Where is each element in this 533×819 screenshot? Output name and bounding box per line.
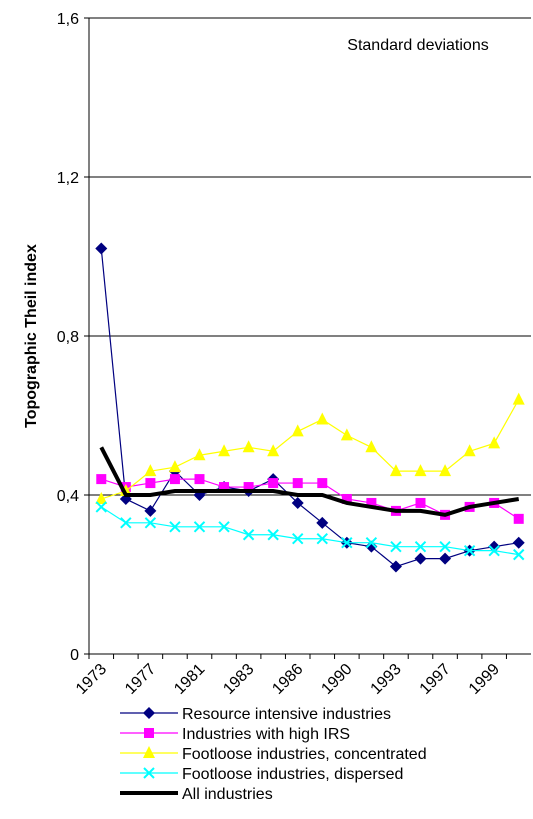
marker bbox=[439, 552, 452, 565]
marker bbox=[292, 478, 303, 489]
x-tick-label: 1983 bbox=[220, 661, 257, 698]
marker bbox=[463, 444, 476, 457]
marker bbox=[194, 474, 205, 485]
marker bbox=[439, 464, 452, 477]
marker bbox=[366, 497, 377, 508]
marker bbox=[414, 464, 427, 477]
marker bbox=[341, 493, 352, 504]
marker bbox=[95, 491, 108, 504]
legend-label: Footloose industries, dispersed bbox=[182, 766, 403, 783]
marker bbox=[488, 540, 501, 553]
x-tick-label: 1990 bbox=[318, 661, 355, 698]
y-tick-label: 0 bbox=[70, 647, 79, 664]
marker bbox=[268, 478, 279, 489]
marker bbox=[341, 536, 353, 549]
y-tick-label: 0,8 bbox=[57, 329, 79, 346]
marker bbox=[144, 517, 157, 529]
series-line bbox=[100, 248, 519, 568]
marker bbox=[316, 516, 329, 529]
marker bbox=[218, 444, 231, 457]
marker bbox=[390, 540, 402, 553]
x-tick-label: 1999 bbox=[466, 661, 503, 698]
marker bbox=[95, 242, 108, 255]
marker bbox=[219, 482, 230, 493]
marker bbox=[218, 521, 230, 533]
marker bbox=[143, 746, 155, 758]
marker bbox=[193, 521, 206, 533]
x-tick-label: 1973 bbox=[73, 661, 110, 698]
marker bbox=[389, 464, 402, 477]
series-line bbox=[100, 506, 519, 556]
y-tick-label: 0,4 bbox=[57, 488, 79, 505]
marker bbox=[365, 440, 378, 453]
x-tick-label: 1981 bbox=[171, 661, 208, 698]
marker bbox=[267, 444, 280, 457]
marker bbox=[144, 504, 157, 517]
series-line bbox=[99, 446, 520, 517]
marker bbox=[414, 540, 427, 553]
marker bbox=[512, 536, 525, 549]
marker bbox=[340, 428, 353, 441]
marker bbox=[415, 497, 426, 508]
marker bbox=[143, 707, 155, 719]
legend-label: All industries bbox=[182, 786, 273, 803]
marker bbox=[488, 436, 501, 449]
marker bbox=[243, 482, 254, 493]
marker bbox=[267, 529, 279, 541]
marker bbox=[169, 474, 180, 485]
marker bbox=[389, 560, 402, 573]
x-tick-label: 1993 bbox=[368, 661, 405, 698]
marker bbox=[144, 464, 157, 477]
marker bbox=[291, 496, 304, 509]
marker bbox=[414, 552, 427, 565]
marker bbox=[144, 728, 154, 738]
marker bbox=[95, 501, 107, 513]
marker bbox=[120, 517, 132, 529]
marker bbox=[488, 544, 500, 557]
legend-label: Industries with high IRS bbox=[182, 726, 350, 743]
y-tick-label: 1,2 bbox=[57, 170, 79, 187]
marker bbox=[169, 521, 181, 533]
marker bbox=[193, 448, 206, 461]
marker bbox=[365, 536, 378, 549]
marker bbox=[242, 440, 255, 453]
marker bbox=[96, 474, 107, 485]
x-tick-label: 1986 bbox=[269, 661, 306, 698]
marker bbox=[143, 767, 155, 779]
marker bbox=[513, 548, 525, 561]
annotation: Standard deviations bbox=[347, 37, 488, 54]
marker bbox=[513, 513, 524, 524]
marker bbox=[316, 533, 328, 545]
marker bbox=[316, 412, 329, 425]
marker bbox=[145, 478, 156, 489]
x-tick-label: 1977 bbox=[122, 661, 159, 698]
marker bbox=[168, 460, 181, 473]
marker bbox=[317, 478, 328, 489]
marker bbox=[439, 540, 451, 553]
marker bbox=[291, 424, 304, 437]
y-axis-label: Topographic Theil index bbox=[23, 244, 40, 428]
legend-label: Resource intensive industries bbox=[182, 706, 391, 723]
marker bbox=[292, 533, 304, 545]
marker bbox=[512, 392, 525, 405]
marker bbox=[463, 544, 476, 557]
y-tick-label: 1,6 bbox=[57, 11, 79, 28]
series-line bbox=[101, 399, 520, 500]
x-tick-label: 1997 bbox=[417, 661, 454, 698]
marker bbox=[242, 529, 255, 541]
legend-label: Footloose industries, concentrated bbox=[182, 746, 427, 763]
